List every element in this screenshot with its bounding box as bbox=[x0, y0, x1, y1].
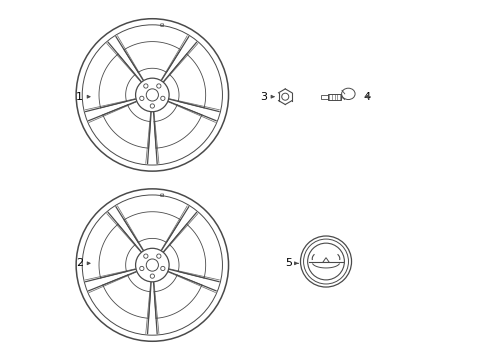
Bar bbox=[321, 95, 327, 99]
Text: 2: 2 bbox=[76, 258, 83, 268]
Text: 1: 1 bbox=[76, 92, 83, 102]
Text: 5: 5 bbox=[285, 258, 292, 268]
Bar bbox=[327, 94, 341, 100]
Text: 4: 4 bbox=[363, 92, 369, 102]
Text: 3: 3 bbox=[260, 92, 267, 102]
